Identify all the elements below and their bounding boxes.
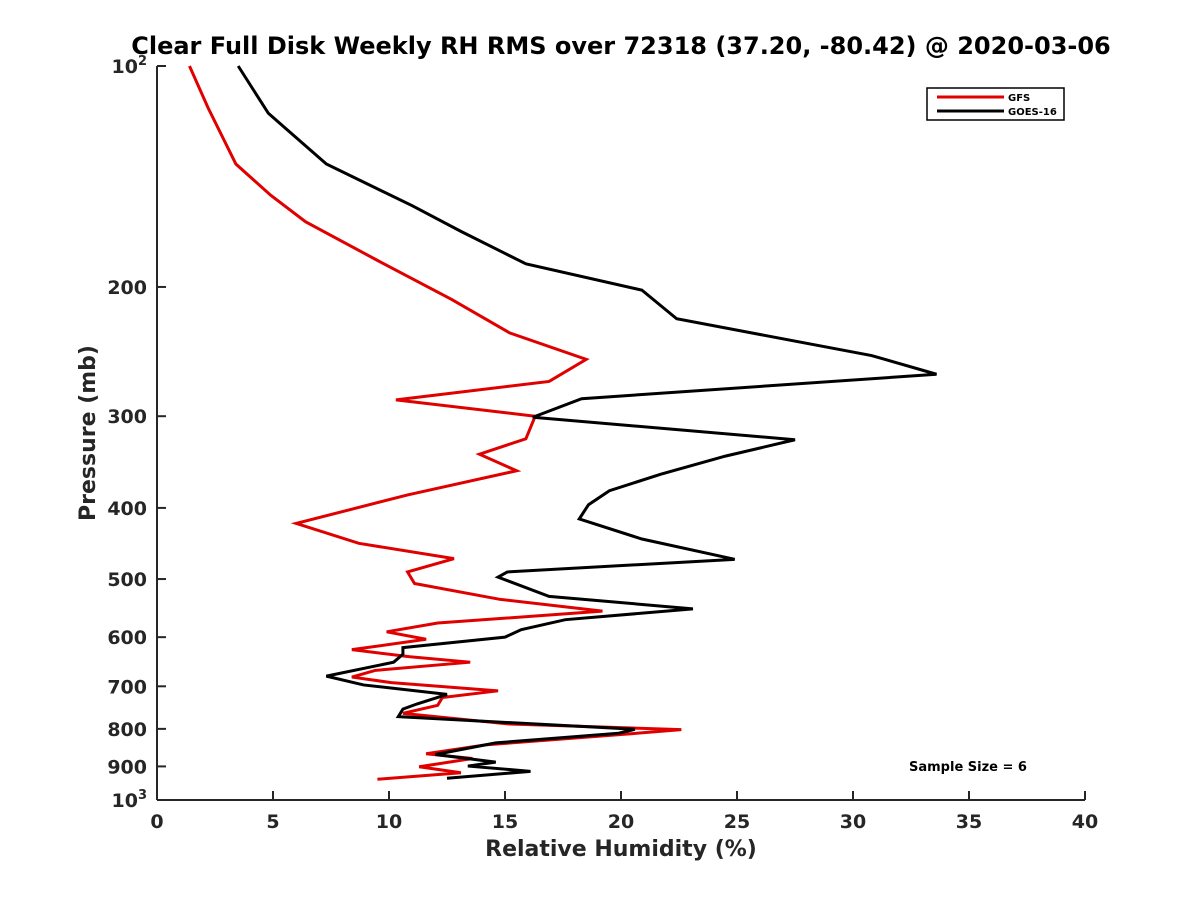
series-layer <box>188 65 937 781</box>
legend-box <box>926 87 1065 121</box>
chart-title: Clear Full Disk Weekly RH RMS over 72318… <box>131 32 1111 60</box>
series-line-goes-16 <box>236 65 937 780</box>
legend-label: GFS <box>1008 93 1030 104</box>
plot-area <box>157 66 1085 800</box>
x-tick-label: 10 <box>376 811 402 833</box>
x-axis: 0 5 10 15 20 25 30 35 40 <box>150 791 1098 833</box>
x-tick-label: 40 <box>1072 811 1098 833</box>
y-tick-label: 300 <box>107 406 147 428</box>
x-tick-label: 30 <box>840 811 866 833</box>
sample-size-annotation: Sample Size = 6 <box>909 760 1027 775</box>
plot-background <box>157 66 1085 800</box>
x-tick-label: 0 <box>150 811 163 833</box>
x-axis-label: Relative Humidity (%) <box>485 837 757 862</box>
x-tick-label: 5 <box>266 811 279 833</box>
y-tick-label: 900 <box>107 756 147 778</box>
y-tick-label: 700 <box>107 676 147 698</box>
y-tick-label: 800 <box>107 719 147 741</box>
y-tick-label: 103 <box>112 788 148 812</box>
legend-label: GOES-16 <box>1008 107 1057 118</box>
y-tick-label: 400 <box>107 498 147 520</box>
legend: GFS GOES-16 <box>926 87 1065 121</box>
y-axis: 102 200 300 400 500 600 700 800 900 103 <box>107 54 166 812</box>
x-tick-label: 20 <box>608 811 634 833</box>
x-tick-label: 25 <box>724 811 750 833</box>
y-tick-label: 102 <box>112 54 148 78</box>
x-tick-label: 35 <box>956 811 982 833</box>
y-tick-label: 200 <box>107 277 147 299</box>
x-tick-label: 15 <box>492 811 518 833</box>
y-tick-label: 600 <box>107 627 147 649</box>
y-tick-label: 500 <box>107 569 147 591</box>
y-axis-label: Pressure (mb) <box>76 345 101 521</box>
